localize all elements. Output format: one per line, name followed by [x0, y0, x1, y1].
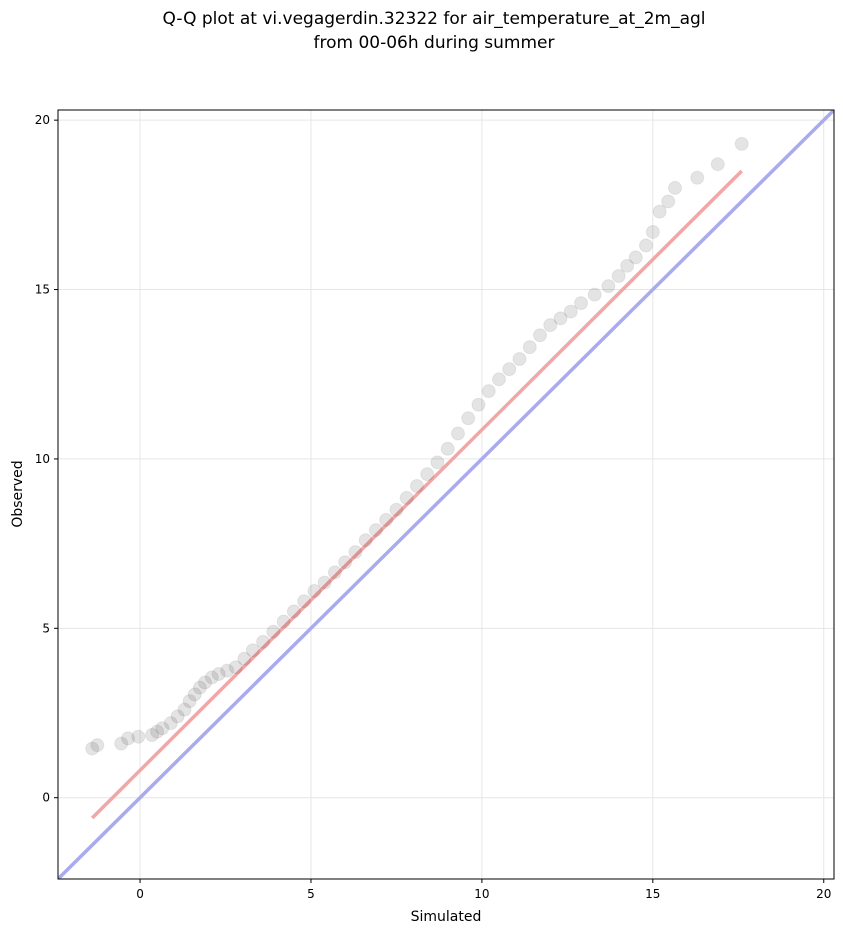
data-point [228, 660, 243, 675]
data-point [409, 479, 424, 494]
y-axis-label: Observed [10, 460, 26, 527]
data-point [668, 180, 683, 195]
data-point [502, 362, 517, 377]
plot-frame [57, 109, 835, 880]
x-axis-label: Simulated [411, 909, 482, 925]
chart-title-line-1: Q-Q plot at vi.vegagerdin.32322 for air_… [162, 9, 705, 29]
y-tick-label: 15 [35, 283, 50, 297]
data-point [628, 250, 643, 265]
reference-lines [58, 110, 834, 879]
data-point [512, 351, 527, 366]
x-tick-label: 10 [474, 887, 489, 901]
data-point [266, 624, 281, 639]
data-point [358, 533, 373, 548]
data-point [182, 694, 197, 709]
data-point [170, 709, 185, 724]
data-points [85, 136, 749, 756]
data-point [661, 194, 676, 209]
data-point [348, 545, 363, 560]
data-point [211, 667, 226, 682]
axis-ticks: 0 5 10 15 20 0 5 10 15 20 [35, 113, 832, 901]
x-tick-label: 20 [816, 887, 831, 901]
data-point [491, 372, 506, 387]
y-tick-label: 10 [35, 452, 50, 466]
data-point [245, 643, 260, 658]
data-point [338, 555, 353, 570]
data-point [131, 729, 146, 744]
data-point [553, 311, 568, 326]
x-tick-label: 5 [307, 887, 315, 901]
data-point [204, 670, 219, 685]
data-point [399, 490, 414, 505]
identity-line [58, 110, 834, 879]
data-point [587, 287, 602, 302]
data-point [150, 724, 165, 739]
data-point [379, 512, 394, 527]
data-point [163, 716, 178, 731]
data-point [220, 663, 235, 678]
data-point [276, 614, 291, 629]
y-tick-label: 5 [42, 621, 50, 635]
data-point [522, 340, 537, 355]
data-point [307, 584, 322, 599]
data-point [327, 565, 342, 580]
data-point [368, 523, 383, 538]
data-point [645, 224, 660, 239]
data-point [450, 426, 465, 441]
data-point [481, 384, 496, 399]
data-point [652, 204, 667, 219]
data-point [114, 736, 129, 751]
data-point [533, 328, 548, 343]
data-point [710, 157, 725, 172]
data-point [155, 721, 170, 736]
data-point [620, 258, 635, 273]
data-point [317, 575, 332, 590]
x-tick-label: 15 [645, 887, 660, 901]
data-point [256, 634, 271, 649]
data-point [297, 594, 312, 609]
data-point [563, 304, 578, 319]
data-point [85, 741, 100, 756]
data-point [543, 318, 558, 333]
y-tick-label: 20 [35, 113, 50, 127]
data-point [90, 738, 105, 753]
fit-line [90, 169, 743, 820]
data-point [187, 687, 202, 702]
data-point [611, 268, 626, 283]
grid-lines [58, 110, 834, 879]
chart-title-line-2: from 00-06h during summer [314, 33, 555, 53]
data-point [286, 604, 301, 619]
data-point [601, 279, 616, 294]
data-point [471, 397, 486, 412]
data-point [461, 411, 476, 426]
data-point [690, 170, 705, 185]
y-tick-label: 0 [42, 791, 50, 805]
data-point [420, 467, 435, 482]
data-point [430, 455, 445, 470]
data-point [177, 702, 192, 717]
data-point [121, 731, 136, 746]
data-point [192, 680, 207, 695]
x-tick-label: 0 [136, 887, 144, 901]
data-point [734, 136, 749, 151]
data-point [145, 728, 160, 743]
data-point [440, 441, 455, 456]
data-point [638, 238, 653, 253]
data-point [237, 651, 252, 666]
data-point [574, 296, 589, 311]
data-point [197, 675, 212, 690]
data-point [389, 502, 404, 517]
